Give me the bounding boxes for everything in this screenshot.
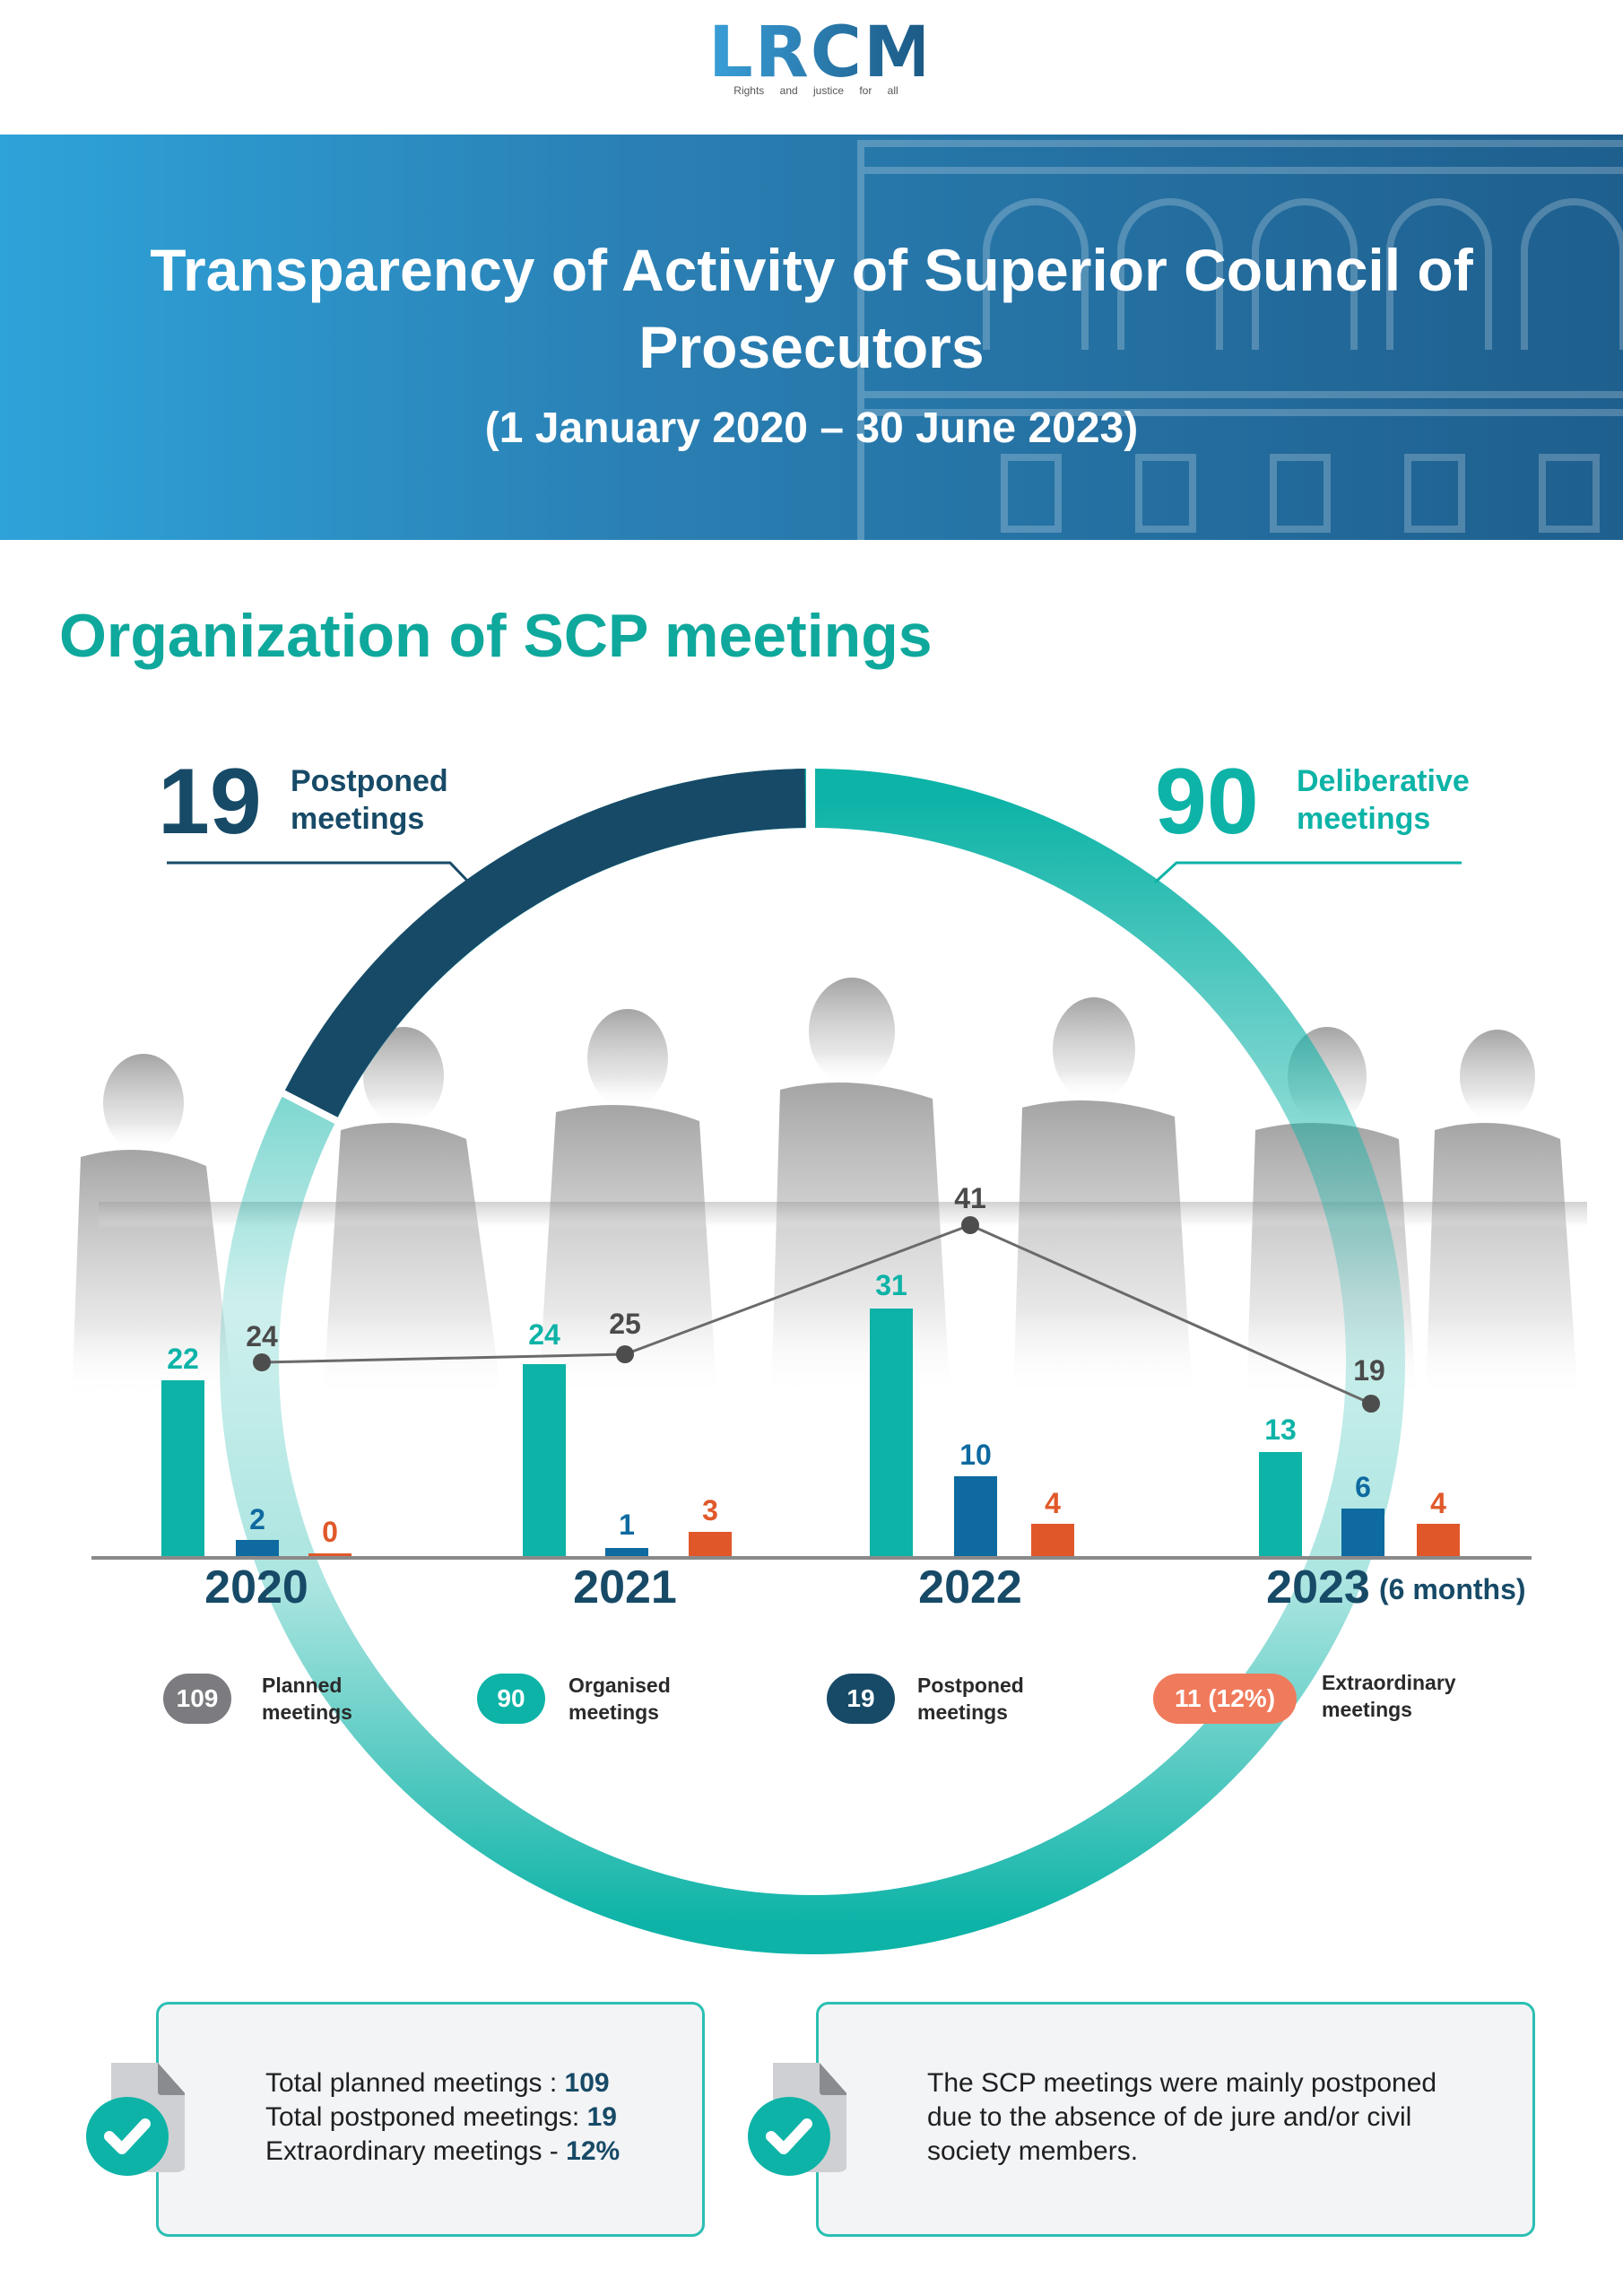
bar-postponed-2022 [954, 1476, 997, 1556]
bar-organised-2020 [161, 1380, 204, 1556]
bar-value: 2 [249, 1503, 265, 1535]
year-label: 2022 [918, 1561, 1022, 1613]
legend-extraordinary-pill: 11 (12%) [1153, 1674, 1297, 1724]
bar-value: 13 [1264, 1413, 1297, 1446]
bar-value: 31 [875, 1269, 907, 1301]
legend-postponed-pill: 19 [827, 1674, 895, 1724]
logo-mark: LRCM [708, 13, 935, 93]
line-value: 19 [1353, 1354, 1385, 1387]
legend-organised-pill: 90 [477, 1674, 545, 1724]
line-value: 25 [609, 1308, 641, 1340]
bar-postponed-2020 [236, 1540, 279, 1556]
bar-postponed-2023 [1341, 1509, 1384, 1556]
legend-organised-label: Organised meetings [568, 1674, 671, 1724]
bar-value: 6 [1355, 1471, 1371, 1503]
postponed-total: 19 [158, 750, 262, 854]
year-note: (6 months) [1379, 1573, 1526, 1605]
lrcm-logo: LRCM Rights and justice for all [708, 13, 935, 97]
bar-value: 1 [619, 1509, 635, 1541]
meeting-silhouettes-icon [72, 978, 1587, 1399]
bar-extraordinary-2023 [1417, 1524, 1460, 1556]
year-label: 2021 [573, 1561, 677, 1613]
date-range: (1 January 2020 – 30 June 2023) [484, 404, 1139, 452]
bar-extraordinary-2020 [308, 1553, 352, 1556]
bar-organised-2022 [870, 1309, 913, 1556]
logo-tagline: Rights and justice for all [733, 84, 898, 97]
page-title: Transparency of Activity of Superior Cou… [0, 231, 1623, 386]
bar-extraordinary-2022 [1031, 1524, 1074, 1556]
summary-box [156, 2002, 705, 2237]
legend-planned-label: Planned meetings [262, 1674, 352, 1724]
bar-value: 4 [1045, 1487, 1061, 1519]
note-text: The SCP meetings were mainly postponed d… [927, 2068, 1437, 2166]
legend-postponed-label: Postponed meetings [917, 1674, 1024, 1724]
section-title: Organization of SCP meetings [59, 602, 933, 670]
deliberative-label: Deliberative meetings [1297, 764, 1470, 836]
title-line-1: Transparency of Activity of Superior Cou… [150, 237, 1473, 303]
bar-value: 3 [702, 1494, 718, 1526]
bar-value: 4 [1430, 1487, 1446, 1519]
bar-value: 24 [528, 1318, 560, 1351]
bar-value: 0 [322, 1516, 338, 1548]
postponed-label: Postponed meetings [291, 764, 448, 836]
year-label: 2020 [204, 1561, 308, 1613]
bar-extraordinary-2021 [689, 1532, 732, 1556]
bar-postponed-2021 [605, 1548, 648, 1556]
document-check-icon [748, 2063, 846, 2176]
building-illustration-icon [857, 140, 1623, 540]
note-box [816, 2002, 1535, 2237]
title-line-2: Prosecutors [638, 314, 985, 380]
bar-value: 10 [959, 1439, 992, 1471]
bar-organised-2021 [523, 1364, 566, 1556]
bar-value: 22 [167, 1343, 199, 1375]
header-banner: Transparency of Activity of Superior Cou… [0, 135, 1623, 540]
bar-organised-2023 [1259, 1452, 1302, 1556]
line-value: 24 [246, 1320, 278, 1352]
legend-planned-pill: 109 [163, 1674, 231, 1724]
legend-extraordinary-label: Extraordinary meetings [1322, 1671, 1456, 1721]
year-label: 2023 [1266, 1561, 1370, 1613]
summary-text: Total planned meetings : 109 Total postp… [265, 2068, 621, 2166]
deliberative-total: 90 [1155, 750, 1259, 854]
document-check-icon [86, 2063, 185, 2176]
line-value: 41 [954, 1182, 986, 1214]
donut-ring-postponed [283, 769, 806, 1119]
